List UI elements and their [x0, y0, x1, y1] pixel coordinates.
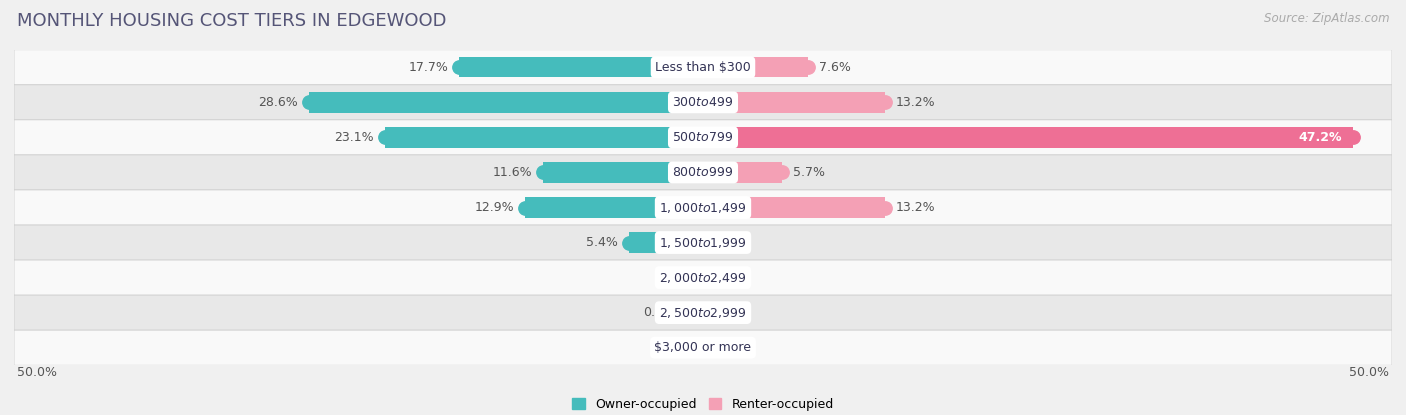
FancyBboxPatch shape — [14, 85, 1392, 120]
Text: $500 to $799: $500 to $799 — [672, 131, 734, 144]
Text: $300 to $499: $300 to $499 — [672, 96, 734, 109]
Bar — [460, 57, 703, 78]
Text: 13.2%: 13.2% — [896, 201, 935, 214]
Bar — [385, 127, 703, 148]
Text: 50.0%: 50.0% — [17, 366, 56, 379]
Text: Source: ZipAtlas.com: Source: ZipAtlas.com — [1264, 12, 1389, 25]
Text: 47.2%: 47.2% — [1299, 131, 1343, 144]
FancyBboxPatch shape — [14, 120, 1392, 155]
Text: 5.7%: 5.7% — [793, 166, 824, 179]
Text: $2,500 to $2,999: $2,500 to $2,999 — [659, 305, 747, 320]
Text: 0.0%: 0.0% — [659, 341, 692, 354]
Bar — [309, 92, 703, 112]
FancyBboxPatch shape — [14, 260, 1392, 295]
Bar — [526, 198, 703, 217]
Bar — [703, 303, 707, 323]
FancyBboxPatch shape — [14, 295, 1392, 330]
Text: 0.0%: 0.0% — [659, 271, 692, 284]
Bar — [703, 198, 884, 217]
Bar — [699, 267, 703, 288]
Text: $800 to $999: $800 to $999 — [672, 166, 734, 179]
Bar — [703, 92, 884, 112]
Text: Less than $300: Less than $300 — [655, 61, 751, 74]
Text: $1,500 to $1,999: $1,500 to $1,999 — [659, 236, 747, 249]
Text: 11.6%: 11.6% — [492, 166, 531, 179]
Bar — [703, 127, 1354, 148]
FancyBboxPatch shape — [14, 50, 1392, 85]
FancyBboxPatch shape — [14, 190, 1392, 225]
Bar — [703, 162, 782, 183]
Bar — [543, 162, 703, 183]
Text: $2,000 to $2,499: $2,000 to $2,499 — [659, 271, 747, 285]
Text: 12.9%: 12.9% — [475, 201, 515, 214]
Text: 0.0%: 0.0% — [714, 341, 747, 354]
Bar — [699, 337, 703, 358]
Text: 5.4%: 5.4% — [586, 236, 617, 249]
Text: 0.0%: 0.0% — [714, 306, 747, 319]
Bar — [693, 303, 703, 323]
Text: 17.7%: 17.7% — [408, 61, 449, 74]
Text: 0.0%: 0.0% — [714, 271, 747, 284]
Bar — [703, 337, 707, 358]
Text: MONTHLY HOUSING COST TIERS IN EDGEWOOD: MONTHLY HOUSING COST TIERS IN EDGEWOOD — [17, 12, 446, 30]
Bar — [703, 267, 707, 288]
FancyBboxPatch shape — [14, 225, 1392, 260]
Bar — [628, 232, 703, 253]
FancyBboxPatch shape — [14, 330, 1392, 365]
Bar — [703, 57, 807, 78]
Text: $3,000 or more: $3,000 or more — [655, 341, 751, 354]
Text: 28.6%: 28.6% — [259, 96, 298, 109]
Text: $1,000 to $1,499: $1,000 to $1,499 — [659, 200, 747, 215]
Text: 50.0%: 50.0% — [1350, 366, 1389, 379]
FancyBboxPatch shape — [14, 155, 1392, 190]
Text: 7.6%: 7.6% — [818, 61, 851, 74]
Bar — [703, 232, 707, 253]
Text: 13.2%: 13.2% — [896, 96, 935, 109]
Legend: Owner-occupied, Renter-occupied: Owner-occupied, Renter-occupied — [568, 393, 838, 415]
Text: 0.0%: 0.0% — [714, 236, 747, 249]
Text: 0.68%: 0.68% — [643, 306, 682, 319]
Text: 23.1%: 23.1% — [335, 131, 374, 144]
